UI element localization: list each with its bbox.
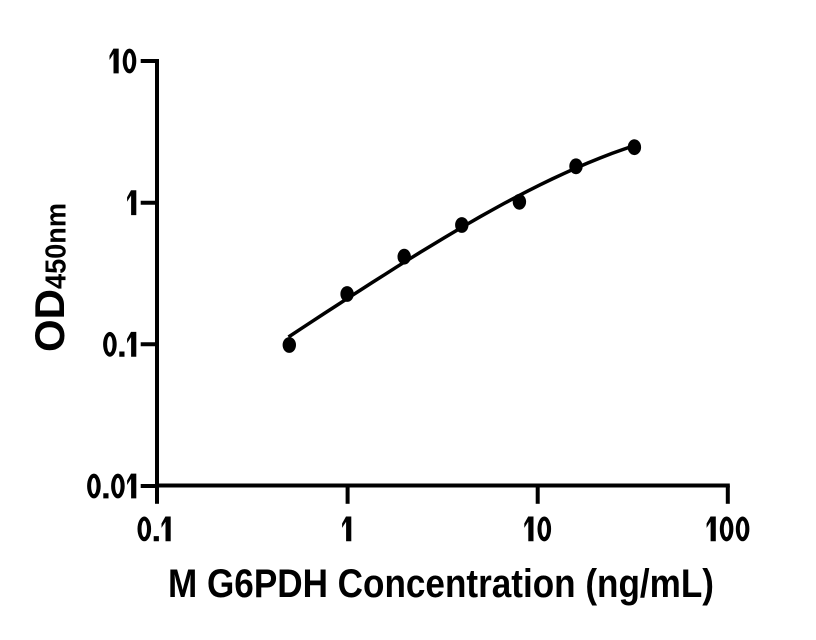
svg-text:M G6PDH Concentration (ng/mL): M G6PDH Concentration (ng/mL) — [168, 562, 714, 606]
